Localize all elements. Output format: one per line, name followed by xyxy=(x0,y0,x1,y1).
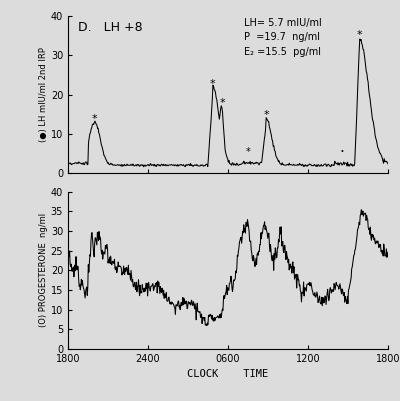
Y-axis label: (O) PROGESTERONE  ng/ml: (O) PROGESTERONE ng/ml xyxy=(39,213,48,328)
Text: *: * xyxy=(210,79,216,89)
Text: D.   LH +8: D. LH +8 xyxy=(78,21,142,34)
Text: LH= 5.7 mIU/ml
P  =19.7  ng/ml
E₂ =15.5  pg/ml: LH= 5.7 mIU/ml P =19.7 ng/ml E₂ =15.5 pg… xyxy=(244,18,322,57)
Text: .: . xyxy=(339,140,344,155)
Text: *: * xyxy=(219,98,225,108)
Text: *: * xyxy=(246,147,250,157)
Text: *: * xyxy=(263,110,269,120)
Text: *: * xyxy=(356,30,362,40)
Y-axis label: (●) LH mIU/ml 2nd IRP: (●) LH mIU/ml 2nd IRP xyxy=(39,47,48,142)
X-axis label: CLOCK    TIME: CLOCK TIME xyxy=(187,369,269,379)
Text: *: * xyxy=(92,114,98,124)
